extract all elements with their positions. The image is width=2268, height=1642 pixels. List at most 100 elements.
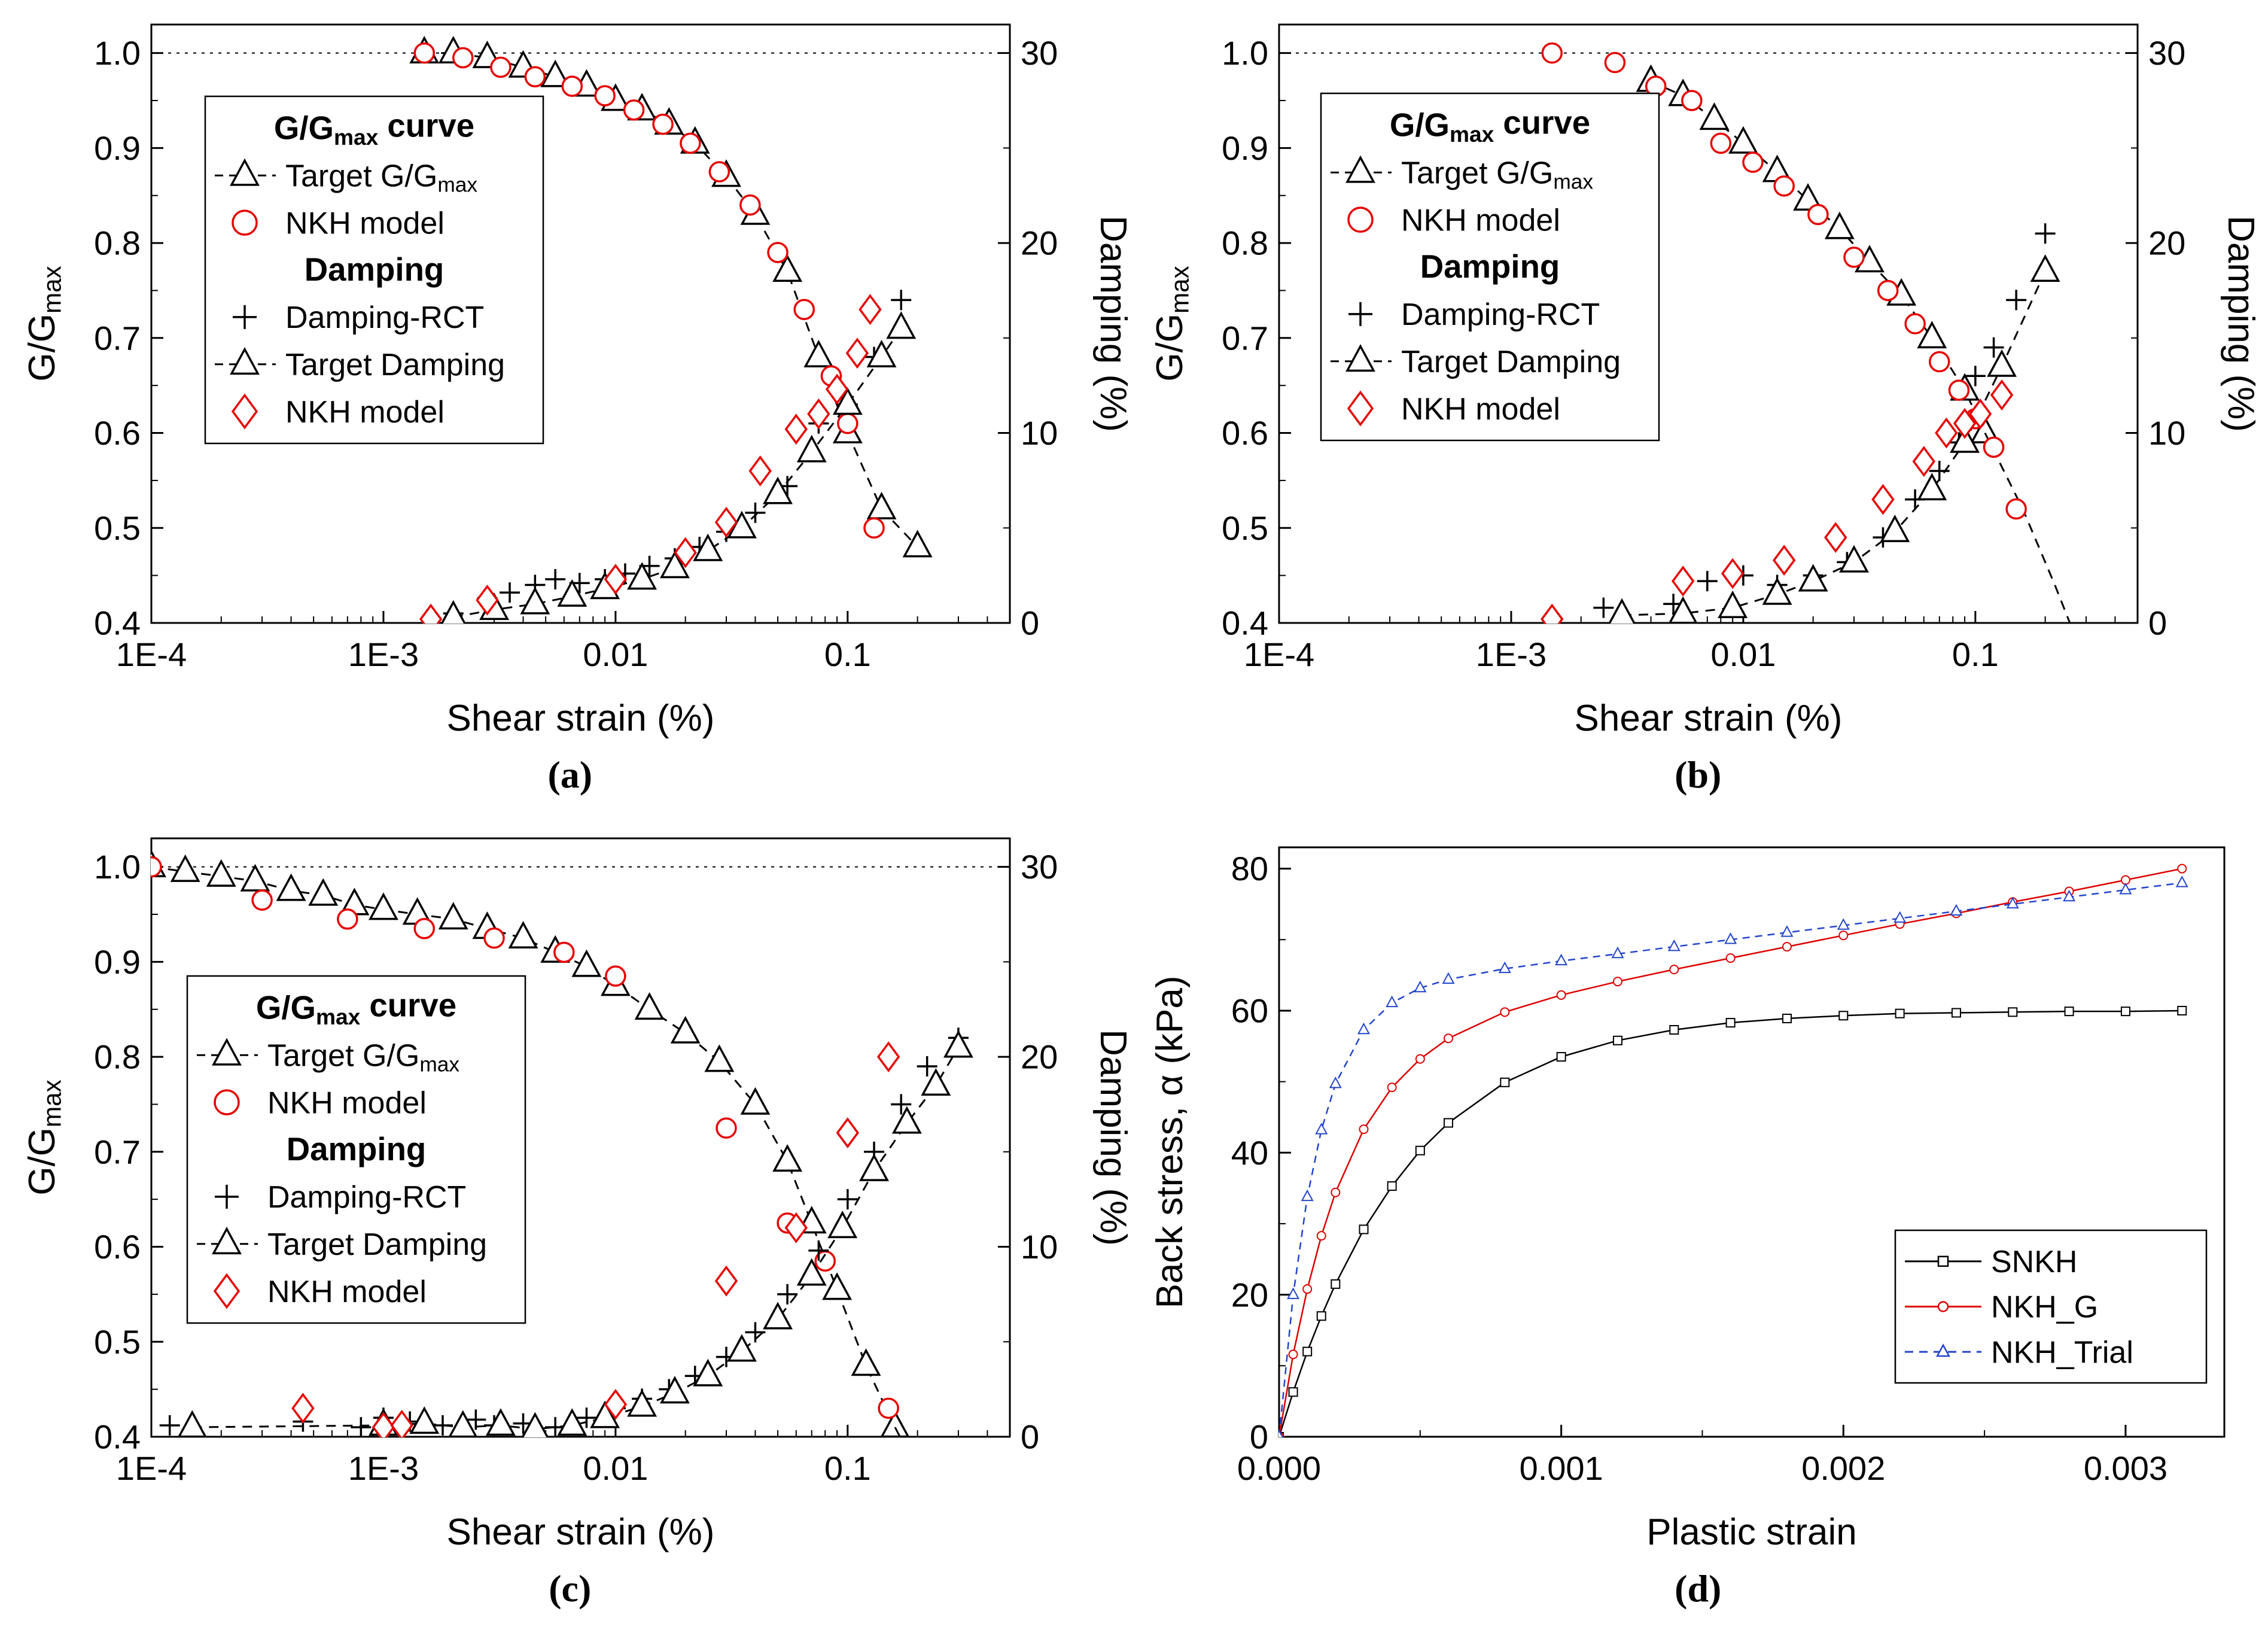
svg-text:NKH_Trial: NKH_Trial — [1991, 1335, 2133, 1370]
svg-text:20: 20 — [1021, 1038, 1058, 1076]
svg-text:G/Gmax: G/Gmax — [22, 1080, 66, 1195]
svg-text:0: 0 — [1021, 604, 1039, 642]
svg-text:Target G/Gmax: Target G/Gmax — [1401, 156, 1593, 193]
svg-text:0.9: 0.9 — [94, 943, 141, 981]
svg-text:60: 60 — [1231, 992, 1268, 1030]
svg-text:Back stress, α (kPa): Back stress, α (kPa) — [1149, 975, 1191, 1308]
svg-text:1.0: 1.0 — [94, 848, 141, 886]
svg-text:30: 30 — [2148, 34, 2185, 72]
svg-text:Damping-RCT: Damping-RCT — [285, 300, 484, 335]
svg-text:0.001: 0.001 — [1520, 1449, 1603, 1487]
panel-d: 0.000 0.001 0.002 0.003 0 20 40 60 80 Plastic str… — [1134, 823, 2263, 1632]
svg-text:10: 10 — [1021, 414, 1058, 452]
svg-text:0.01: 0.01 — [583, 1449, 648, 1487]
chart-d: 0.000 0.001 0.002 0.003 0 20 40 60 80 Plastic str… — [1149, 846, 2226, 1553]
svg-text:0.1: 0.1 — [824, 635, 871, 673]
svg-text:0.4: 0.4 — [1222, 604, 1268, 642]
caption-b: (b) — [1675, 753, 1722, 796]
svg-text:Target G/Gmax: Target G/Gmax — [267, 1038, 459, 1076]
svg-text:0.003: 0.003 — [2084, 1449, 2167, 1487]
svg-text:G/Gmax curve: G/Gmax curve — [256, 987, 456, 1029]
svg-text:NKH model: NKH model — [267, 1275, 427, 1309]
svg-text:Target Damping: Target Damping — [267, 1227, 487, 1262]
chart-b: 1E-4 1E-3 0.01 0.1 0.4 0.5 0.6 0.7 0.8 0.9 1.0 0 10 2… — [1149, 23, 2260, 739]
svg-text:Damping (%): Damping (%) — [2220, 215, 2260, 432]
svg-text:0.7: 0.7 — [94, 319, 141, 357]
svg-text:SNKH: SNKH — [1991, 1245, 2077, 1279]
svg-text:10: 10 — [1021, 1228, 1058, 1266]
svg-text:0: 0 — [1250, 1418, 1268, 1456]
svg-text:NKH model: NKH model — [1401, 392, 1560, 427]
caption-d: (d) — [1675, 1567, 1722, 1610]
svg-text:0.1: 0.1 — [824, 1449, 871, 1487]
svg-text:0.8: 0.8 — [1222, 224, 1268, 262]
svg-text:0.8: 0.8 — [94, 1038, 141, 1076]
svg-text:Shear strain (%): Shear strain (%) — [446, 698, 714, 739]
svg-text:20: 20 — [1231, 1276, 1268, 1313]
svg-text:0.8: 0.8 — [94, 224, 141, 262]
svg-text:0.6: 0.6 — [94, 1228, 141, 1266]
svg-text:G/Gmax: G/Gmax — [22, 266, 66, 381]
svg-text:0.9: 0.9 — [94, 129, 141, 167]
svg-text:0.7: 0.7 — [94, 1133, 141, 1170]
svg-text:0.01: 0.01 — [1711, 635, 1776, 673]
svg-text:30: 30 — [1021, 34, 1058, 72]
svg-text:1E-3: 1E-3 — [1476, 635, 1546, 673]
svg-text:NKH model: NKH model — [285, 395, 445, 430]
svg-text:1E-4: 1E-4 — [116, 635, 187, 673]
svg-text:0.002: 0.002 — [1801, 1449, 1885, 1487]
svg-text:0: 0 — [2148, 604, 2167, 642]
svg-text:0.5: 0.5 — [94, 1323, 141, 1361]
svg-text:0.1: 0.1 — [1952, 635, 1999, 673]
svg-text:NKH model: NKH model — [285, 206, 445, 241]
svg-text:Damping-RCT: Damping-RCT — [267, 1180, 466, 1215]
svg-text:0.9: 0.9 — [1222, 129, 1268, 167]
svg-text:40: 40 — [1231, 1134, 1268, 1172]
svg-text:G/Gmax curve: G/Gmax curve — [1390, 104, 1590, 147]
panel-b: 1E-4 1E-3 0.01 0.1 0.4 0.5 0.6 0.7 0.8 0.9 1.0 0 10 2… — [1134, 10, 2263, 819]
svg-text:0.5: 0.5 — [94, 509, 141, 547]
chart-a: 1E-4 1E-3 0.01 0.1 0.4 0.5 0.6 0.7 0.8 0.9 1.0 0 10 2… — [22, 23, 1133, 739]
svg-text:1E-3: 1E-3 — [348, 1449, 419, 1487]
panel-a: 1E-4 1E-3 0.01 0.1 0.4 0.5 0.6 0.7 0.8 0.9 1.0 0 10 2… — [6, 10, 1134, 819]
svg-text:Target Damping: Target Damping — [285, 348, 505, 382]
svg-text:Damping (%): Damping (%) — [1092, 215, 1133, 432]
svg-text:Damping: Damping — [304, 251, 444, 288]
svg-text:Damping: Damping — [286, 1131, 426, 1167]
svg-text:Damping (%): Damping (%) — [1092, 1029, 1133, 1246]
svg-text:Target G/Gmax: Target G/Gmax — [285, 159, 477, 196]
svg-text:Target Damping: Target Damping — [1401, 345, 1621, 379]
svg-text:Shear strain (%): Shear strain (%) — [446, 1512, 714, 1553]
svg-text:0.4: 0.4 — [94, 1418, 141, 1456]
svg-text:G/Gmax curve: G/Gmax curve — [274, 107, 474, 150]
svg-text:0: 0 — [1021, 1418, 1039, 1456]
svg-text:0.000: 0.000 — [1237, 1449, 1321, 1487]
svg-text:1E-4: 1E-4 — [116, 1449, 187, 1487]
chart-c: 1E-4 1E-3 0.01 0.1 0.4 0.5 0.6 0.7 0.8 0.9 1.0 0 10 2… — [22, 837, 1133, 1553]
svg-text:Shear strain (%): Shear strain (%) — [1575, 698, 1843, 739]
svg-text:0.6: 0.6 — [1222, 414, 1268, 452]
svg-text:80: 80 — [1231, 850, 1268, 887]
svg-text:G/Gmax: G/Gmax — [1149, 266, 1194, 381]
svg-text:Damping-RCT: Damping-RCT — [1401, 297, 1600, 332]
svg-text:20: 20 — [2148, 224, 2185, 262]
svg-text:1.0: 1.0 — [1222, 34, 1268, 72]
svg-text:NKH model: NKH model — [1401, 203, 1560, 238]
svg-text:10: 10 — [2148, 414, 2185, 452]
svg-text:0.01: 0.01 — [583, 635, 648, 673]
svg-text:NKH model: NKH model — [267, 1085, 427, 1120]
svg-text:1E-3: 1E-3 — [348, 635, 419, 673]
panel-c: 1E-4 1E-3 0.01 0.1 0.4 0.5 0.6 0.7 0.8 0.9 1.0 0 10 2… — [6, 823, 1134, 1632]
svg-text:20: 20 — [1021, 224, 1058, 262]
svg-text:0.6: 0.6 — [94, 414, 141, 452]
caption-c: (c) — [549, 1567, 592, 1610]
svg-text:Plastic strain: Plastic strain — [1647, 1512, 1857, 1553]
svg-text:0.5: 0.5 — [1222, 509, 1268, 547]
svg-text:NKH_G: NKH_G — [1991, 1290, 2098, 1325]
svg-text:1.0: 1.0 — [94, 34, 141, 72]
svg-text:Damping: Damping — [1420, 248, 1560, 285]
svg-text:30: 30 — [1021, 848, 1058, 886]
svg-text:0.4: 0.4 — [94, 604, 141, 642]
svg-text:0.7: 0.7 — [1222, 319, 1268, 357]
